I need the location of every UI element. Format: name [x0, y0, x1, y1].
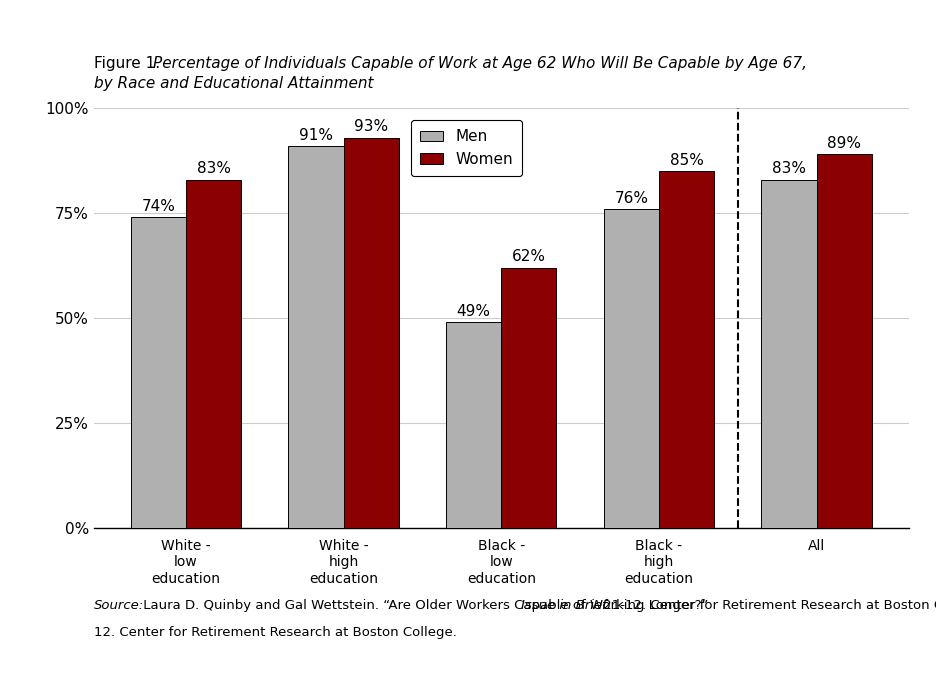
- Text: Percentage of Individuals Capable of Work at Age 62 Who Will Be Capable by Age 6: Percentage of Individuals Capable of Wor…: [153, 56, 806, 71]
- Bar: [501, 268, 556, 528]
- Text: 83%: 83%: [771, 161, 805, 176]
- Bar: [131, 217, 185, 528]
- Bar: [603, 209, 658, 528]
- Text: 85%: 85%: [669, 153, 703, 168]
- Text: Issue in Brief: Issue in Brief: [520, 599, 606, 612]
- Text: 76%: 76%: [614, 191, 648, 206]
- Bar: [446, 322, 501, 528]
- Text: 49%: 49%: [456, 304, 490, 319]
- Text: Source:: Source:: [94, 599, 144, 612]
- Text: 21-12. Center for Retirement Research at Boston College.: 21-12. Center for Retirement Research at…: [598, 599, 936, 612]
- Text: 12. Center for Retirement Research at Boston College.: 12. Center for Retirement Research at Bo…: [94, 626, 456, 639]
- Bar: [761, 179, 816, 528]
- Text: Laura D. Quinby and Gal Wettstein. “Are Older Workers Capable of Working Longer?: Laura D. Quinby and Gal Wettstein. “Are …: [139, 599, 711, 612]
- Text: 83%: 83%: [197, 161, 230, 176]
- Bar: [658, 171, 713, 528]
- Text: 93%: 93%: [354, 119, 388, 134]
- Text: 62%: 62%: [511, 249, 546, 265]
- Text: by Race and Educational Attainment: by Race and Educational Attainment: [94, 76, 373, 91]
- Text: Figure 1.: Figure 1.: [94, 56, 165, 71]
- Bar: [288, 146, 344, 528]
- Text: 74%: 74%: [141, 199, 175, 214]
- Legend: Men, Women: Men, Women: [411, 120, 521, 176]
- Bar: [816, 154, 870, 528]
- Text: 91%: 91%: [299, 128, 332, 143]
- Bar: [185, 179, 241, 528]
- Bar: [344, 137, 399, 528]
- Text: 89%: 89%: [826, 136, 860, 151]
